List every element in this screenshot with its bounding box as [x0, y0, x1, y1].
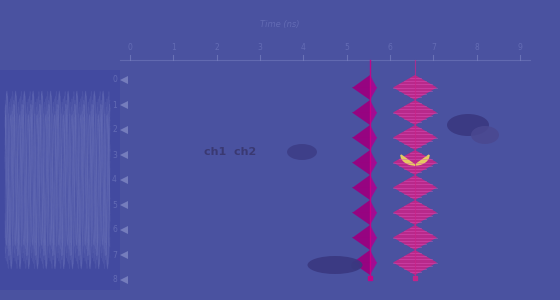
Polygon shape	[370, 212, 377, 225]
Polygon shape	[370, 225, 377, 238]
Polygon shape	[352, 188, 370, 200]
Text: 7: 7	[431, 43, 436, 52]
Text: Time (ns): Time (ns)	[260, 20, 300, 29]
Polygon shape	[352, 175, 370, 188]
Polygon shape	[415, 100, 437, 125]
Text: 0: 0	[112, 76, 117, 85]
Polygon shape	[393, 75, 415, 100]
Polygon shape	[120, 126, 128, 134]
Polygon shape	[370, 75, 377, 88]
Polygon shape	[415, 75, 437, 100]
Text: 2: 2	[214, 43, 219, 52]
Polygon shape	[352, 163, 370, 175]
Polygon shape	[120, 201, 128, 209]
Polygon shape	[393, 125, 415, 150]
Text: 8: 8	[112, 275, 117, 284]
Polygon shape	[370, 238, 377, 250]
Polygon shape	[415, 125, 437, 150]
Polygon shape	[352, 212, 370, 225]
Polygon shape	[120, 226, 128, 234]
Polygon shape	[352, 125, 370, 137]
Polygon shape	[393, 250, 415, 275]
Polygon shape	[120, 151, 128, 159]
Polygon shape	[352, 75, 370, 88]
Ellipse shape	[307, 256, 362, 274]
Text: 1: 1	[171, 43, 176, 52]
Polygon shape	[120, 76, 128, 84]
Polygon shape	[370, 250, 377, 262]
Polygon shape	[352, 88, 370, 100]
Polygon shape	[352, 238, 370, 250]
Polygon shape	[393, 100, 415, 125]
Text: 8: 8	[474, 43, 479, 52]
Polygon shape	[120, 276, 128, 284]
Polygon shape	[415, 200, 437, 225]
Polygon shape	[370, 137, 377, 150]
Text: 1: 1	[112, 100, 117, 109]
Polygon shape	[370, 112, 377, 125]
Text: 6: 6	[112, 226, 117, 235]
Polygon shape	[120, 176, 128, 184]
Text: 3: 3	[258, 43, 263, 52]
Polygon shape	[393, 225, 415, 250]
Polygon shape	[370, 100, 377, 112]
Polygon shape	[370, 200, 377, 212]
Ellipse shape	[447, 114, 489, 136]
Polygon shape	[120, 101, 128, 109]
Polygon shape	[352, 250, 370, 262]
Polygon shape	[401, 155, 429, 165]
Polygon shape	[352, 225, 370, 238]
Text: 4: 4	[112, 176, 117, 184]
Polygon shape	[370, 125, 377, 137]
Polygon shape	[370, 163, 377, 175]
Text: 7: 7	[112, 250, 117, 260]
Polygon shape	[393, 175, 415, 200]
Text: 9: 9	[517, 43, 522, 52]
Polygon shape	[370, 150, 377, 163]
Text: ch1  ch2: ch1 ch2	[204, 147, 256, 157]
Polygon shape	[352, 200, 370, 212]
Text: 5: 5	[344, 43, 349, 52]
Bar	[0, 70, 120, 290]
Polygon shape	[352, 262, 370, 275]
Polygon shape	[370, 188, 377, 200]
Text: 4: 4	[301, 43, 306, 52]
Text: 6: 6	[388, 43, 393, 52]
Polygon shape	[393, 200, 415, 225]
Polygon shape	[370, 88, 377, 100]
Polygon shape	[352, 112, 370, 125]
Polygon shape	[352, 150, 370, 163]
Polygon shape	[352, 100, 370, 112]
Polygon shape	[352, 137, 370, 150]
Text: 5: 5	[112, 200, 117, 209]
Ellipse shape	[471, 126, 499, 144]
Polygon shape	[370, 262, 377, 275]
Polygon shape	[393, 150, 415, 175]
Polygon shape	[370, 175, 377, 188]
Ellipse shape	[287, 144, 317, 160]
Polygon shape	[120, 251, 128, 259]
Polygon shape	[415, 250, 437, 275]
Polygon shape	[415, 175, 437, 200]
Text: 3: 3	[112, 151, 117, 160]
Polygon shape	[415, 150, 437, 175]
Polygon shape	[415, 225, 437, 250]
Text: 2: 2	[112, 125, 117, 134]
Text: 0: 0	[128, 43, 132, 52]
